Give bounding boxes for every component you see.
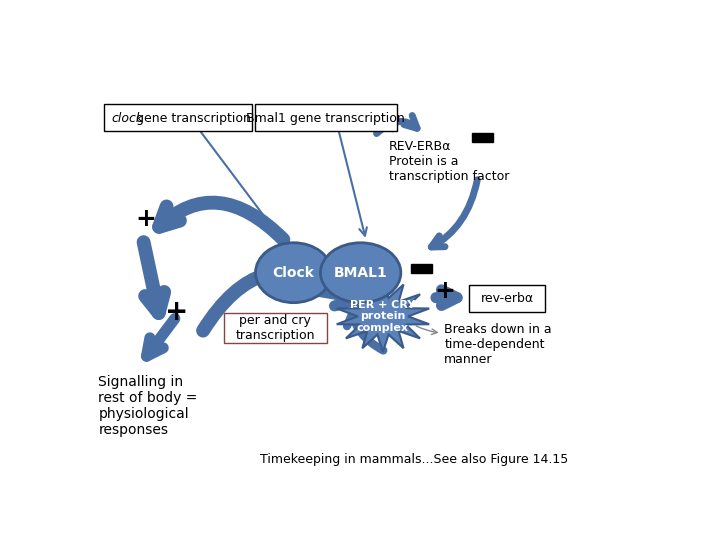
Text: REV-ERBα
Protein is a
transcription factor: REV-ERBα Protein is a transcription fact… bbox=[389, 140, 509, 183]
FancyBboxPatch shape bbox=[469, 285, 545, 312]
FancyBboxPatch shape bbox=[104, 104, 252, 131]
FancyBboxPatch shape bbox=[255, 104, 397, 131]
Bar bbox=[411, 264, 432, 273]
Text: per and cry
transcription: per and cry transcription bbox=[235, 314, 315, 342]
Text: rev-erbα: rev-erbα bbox=[480, 292, 534, 305]
Text: Clock: Clock bbox=[273, 266, 315, 280]
Text: Bmal1 gene transcription: Bmal1 gene transcription bbox=[246, 112, 405, 125]
Text: +: + bbox=[135, 207, 156, 231]
Text: PER + CRY
protein
complex: PER + CRY protein complex bbox=[351, 300, 415, 333]
Ellipse shape bbox=[256, 243, 332, 302]
Ellipse shape bbox=[320, 243, 401, 302]
Polygon shape bbox=[337, 281, 429, 352]
Text: Timekeeping in mammals...See also Figure 14.15: Timekeeping in mammals...See also Figure… bbox=[259, 453, 568, 466]
Text: +: + bbox=[165, 298, 188, 326]
FancyBboxPatch shape bbox=[224, 313, 327, 343]
Text: Breaks down in a
time-dependent
manner: Breaks down in a time-dependent manner bbox=[444, 322, 552, 366]
Text: gene transcription: gene transcription bbox=[136, 112, 251, 125]
Text: BMAL1: BMAL1 bbox=[334, 266, 387, 280]
Text: clock: clock bbox=[112, 112, 144, 125]
Bar bbox=[472, 133, 493, 141]
Text: +: + bbox=[434, 279, 455, 303]
Text: Signalling in
rest of body =
physiological
responses: Signalling in rest of body = physiologic… bbox=[99, 375, 198, 437]
